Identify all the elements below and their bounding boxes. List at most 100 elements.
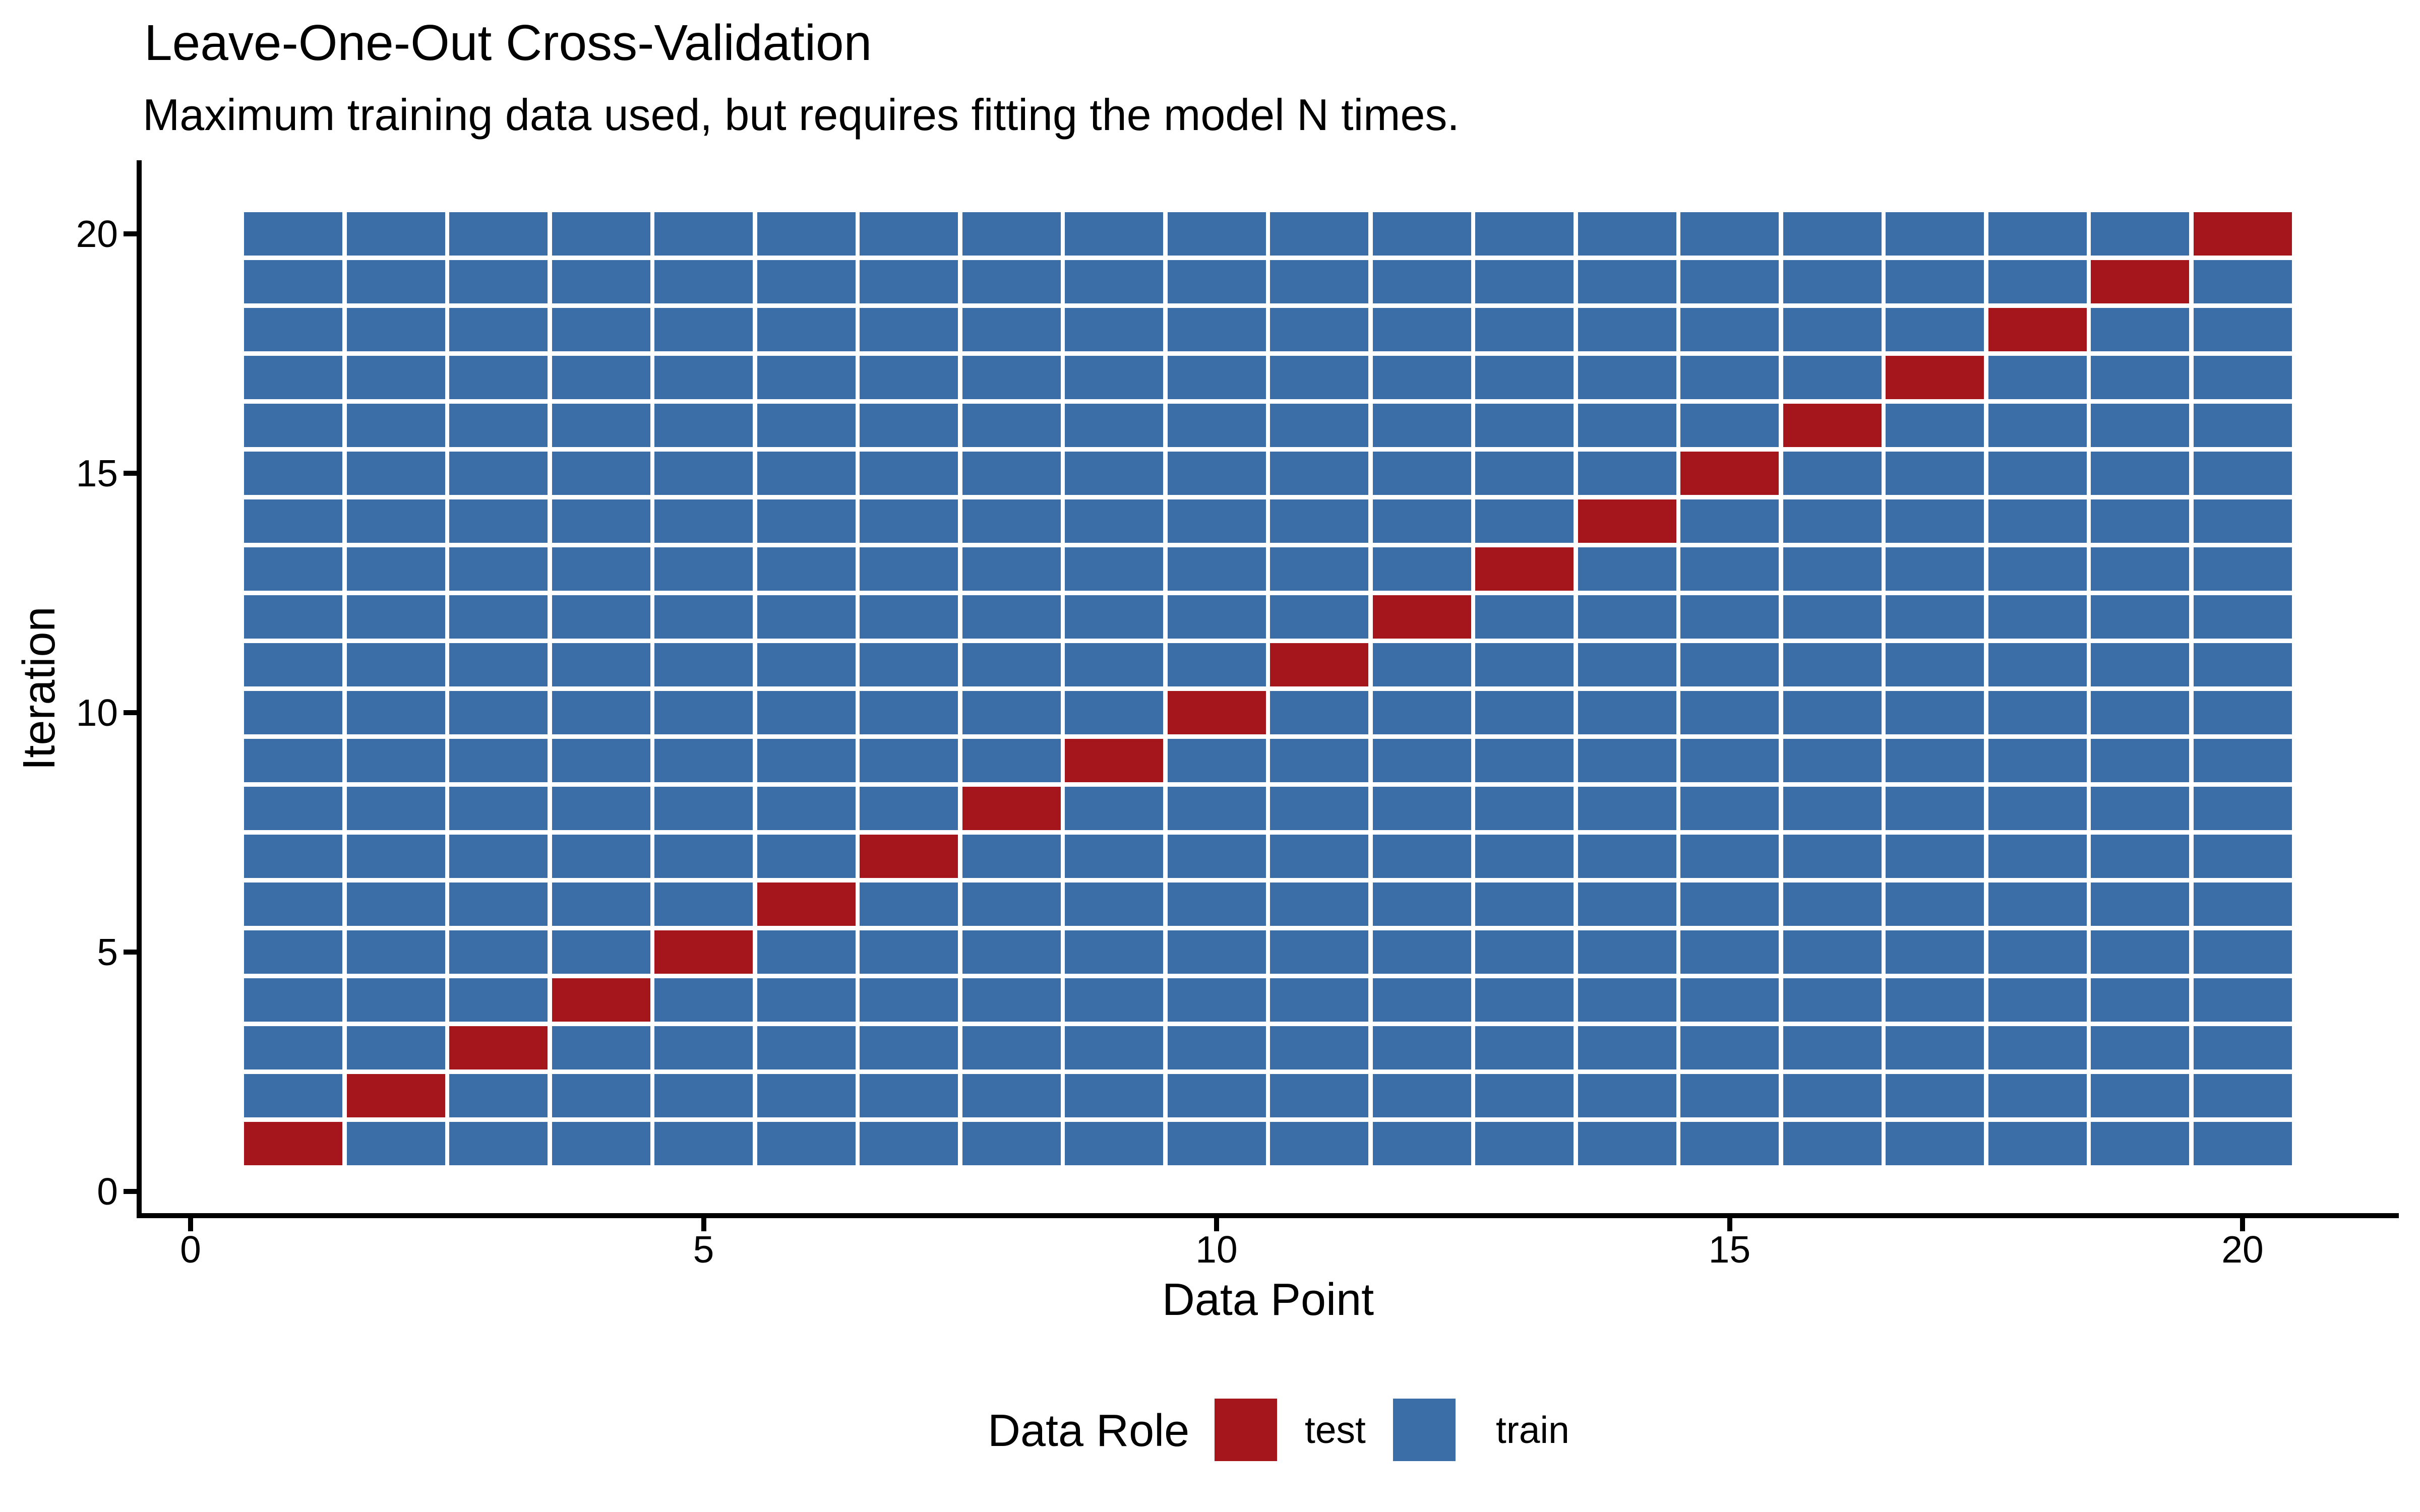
tile-iteration-5-datapoint-3-train <box>449 930 548 974</box>
tile-iteration-5-datapoint-14-train <box>1578 930 1676 974</box>
tile-iteration-5-datapoint-11-train <box>1270 930 1368 974</box>
tile-iteration-11-datapoint-20-train <box>2193 643 2292 686</box>
tile-iteration-4-datapoint-3-train <box>449 978 548 1022</box>
tile-iteration-5-datapoint-16-train <box>1783 930 1882 974</box>
x-tick-mark-5 <box>701 1218 706 1231</box>
tile-iteration-8-datapoint-12-train <box>1372 787 1471 830</box>
tile-iteration-17-datapoint-6-train <box>757 356 856 399</box>
tile-iteration-17-datapoint-20-train <box>2193 356 2292 399</box>
tile-iteration-17-datapoint-13-train <box>1475 356 1574 399</box>
tile-iteration-16-datapoint-9-train <box>1065 404 1163 447</box>
tile-iteration-15-datapoint-5-train <box>654 452 753 495</box>
tile-iteration-20-datapoint-20-test <box>2193 212 2292 256</box>
tile-iteration-19-datapoint-10-train <box>1167 260 1266 303</box>
tile-iteration-14-datapoint-20-train <box>2193 499 2292 543</box>
tile-iteration-9-datapoint-14-train <box>1578 739 1676 782</box>
tile-iteration-15-datapoint-11-train <box>1270 452 1368 495</box>
tile-iteration-13-datapoint-17-train <box>1886 547 1984 591</box>
tile-iteration-2-datapoint-10-train <box>1167 1074 1266 1117</box>
tile-iteration-12-datapoint-15-train <box>1680 595 1779 639</box>
tile-iteration-19-datapoint-3-train <box>449 260 548 303</box>
tile-iteration-19-datapoint-11-train <box>1270 260 1368 303</box>
tile-iteration-9-datapoint-6-train <box>757 739 856 782</box>
tile-iteration-11-datapoint-19-train <box>2091 643 2189 686</box>
tile-iteration-5-datapoint-5-test <box>654 930 753 974</box>
tile-iteration-19-datapoint-12-train <box>1372 260 1471 303</box>
tile-iteration-11-datapoint-12-train <box>1372 643 1471 686</box>
tile-iteration-20-datapoint-3-train <box>449 212 548 256</box>
tile-iteration-5-datapoint-18-train <box>1988 930 2087 974</box>
tile-iteration-1-datapoint-14-train <box>1578 1122 1676 1165</box>
tile-iteration-1-datapoint-8-train <box>962 1122 1061 1165</box>
tile-iteration-16-datapoint-10-train <box>1167 404 1266 447</box>
tile-iteration-14-datapoint-8-train <box>962 499 1061 543</box>
tile-iteration-19-datapoint-4-train <box>552 260 650 303</box>
tile-iteration-1-datapoint-11-train <box>1270 1122 1368 1165</box>
tile-iteration-11-datapoint-6-train <box>757 643 856 686</box>
tile-iteration-8-datapoint-18-train <box>1988 787 2087 830</box>
tile-iteration-20-datapoint-2-train <box>346 212 445 256</box>
tile-iteration-12-datapoint-5-train <box>654 595 753 639</box>
tile-iteration-20-datapoint-1-train <box>244 212 342 256</box>
tile-iteration-11-datapoint-9-train <box>1065 643 1163 686</box>
tile-iteration-6-datapoint-5-train <box>654 883 753 926</box>
tile-iteration-15-datapoint-13-train <box>1475 452 1574 495</box>
tile-iteration-4-datapoint-10-train <box>1167 978 1266 1022</box>
tile-iteration-10-datapoint-3-train <box>449 691 548 734</box>
tile-iteration-9-datapoint-20-train <box>2193 739 2292 782</box>
tile-iteration-14-datapoint-11-train <box>1270 499 1368 543</box>
tile-iteration-19-datapoint-13-train <box>1475 260 1574 303</box>
tile-iteration-20-datapoint-8-train <box>962 212 1061 256</box>
tile-iteration-5-datapoint-10-train <box>1167 930 1266 974</box>
tile-iteration-10-datapoint-10-test <box>1167 691 1266 734</box>
tile-iteration-8-datapoint-11-train <box>1270 787 1368 830</box>
tile-iteration-14-datapoint-19-train <box>2091 499 2189 543</box>
tile-iteration-7-datapoint-12-train <box>1372 835 1471 878</box>
tile-iteration-20-datapoint-11-train <box>1270 212 1368 256</box>
tile-iteration-6-datapoint-13-train <box>1475 883 1574 926</box>
tile-iteration-15-datapoint-6-train <box>757 452 856 495</box>
tile-iteration-6-datapoint-17-train <box>1886 883 1984 926</box>
tile-iteration-3-datapoint-6-train <box>757 1026 856 1069</box>
tile-iteration-13-datapoint-4-train <box>552 547 650 591</box>
tile-iteration-2-datapoint-8-train <box>962 1074 1061 1117</box>
tile-iteration-18-datapoint-9-train <box>1065 308 1163 351</box>
tile-iteration-9-datapoint-15-train <box>1680 739 1779 782</box>
tile-iteration-4-datapoint-7-train <box>860 978 958 1022</box>
tile-iteration-6-datapoint-11-train <box>1270 883 1368 926</box>
tile-iteration-18-datapoint-4-train <box>552 308 650 351</box>
tile-iteration-7-datapoint-18-train <box>1988 835 2087 878</box>
tile-iteration-3-datapoint-12-train <box>1372 1026 1471 1069</box>
x-tick-mark-15 <box>1727 1218 1732 1231</box>
tile-iteration-1-datapoint-3-train <box>449 1122 548 1165</box>
tile-iteration-8-datapoint-5-train <box>654 787 753 830</box>
tile-iteration-19-datapoint-14-train <box>1578 260 1676 303</box>
tile-iteration-8-datapoint-2-train <box>346 787 445 830</box>
tile-iteration-2-datapoint-15-train <box>1680 1074 1779 1117</box>
tile-iteration-3-datapoint-2-train <box>346 1026 445 1069</box>
tile-iteration-5-datapoint-17-train <box>1886 930 1984 974</box>
tile-iteration-9-datapoint-5-train <box>654 739 753 782</box>
tile-iteration-1-datapoint-10-train <box>1167 1122 1266 1165</box>
tile-iteration-1-datapoint-1-test <box>244 1122 342 1165</box>
tile-iteration-6-datapoint-3-train <box>449 883 548 926</box>
tile-iteration-5-datapoint-2-train <box>346 930 445 974</box>
tile-iteration-16-datapoint-7-train <box>860 404 958 447</box>
tile-iteration-2-datapoint-5-train <box>654 1074 753 1117</box>
tile-iteration-16-datapoint-13-train <box>1475 404 1574 447</box>
x-axis-title: Data Point <box>1162 1275 1374 1325</box>
tile-iteration-13-datapoint-12-train <box>1372 547 1471 591</box>
tile-iteration-18-datapoint-11-train <box>1270 308 1368 351</box>
tile-iteration-20-datapoint-12-train <box>1372 212 1471 256</box>
tile-iteration-2-datapoint-13-train <box>1475 1074 1574 1117</box>
tile-iteration-1-datapoint-17-train <box>1886 1122 1984 1165</box>
tile-iteration-8-datapoint-19-train <box>2091 787 2189 830</box>
x-tick-label-20: 20 <box>2221 1228 2264 1271</box>
tile-iteration-3-datapoint-13-train <box>1475 1026 1574 1069</box>
y-tick-label-5: 5 <box>97 931 118 973</box>
tile-iteration-13-datapoint-15-train <box>1680 547 1779 591</box>
tile-iteration-16-datapoint-15-train <box>1680 404 1779 447</box>
tile-iteration-13-datapoint-16-train <box>1783 547 1882 591</box>
tile-iteration-7-datapoint-15-train <box>1680 835 1779 878</box>
tile-iteration-18-datapoint-17-train <box>1886 308 1984 351</box>
